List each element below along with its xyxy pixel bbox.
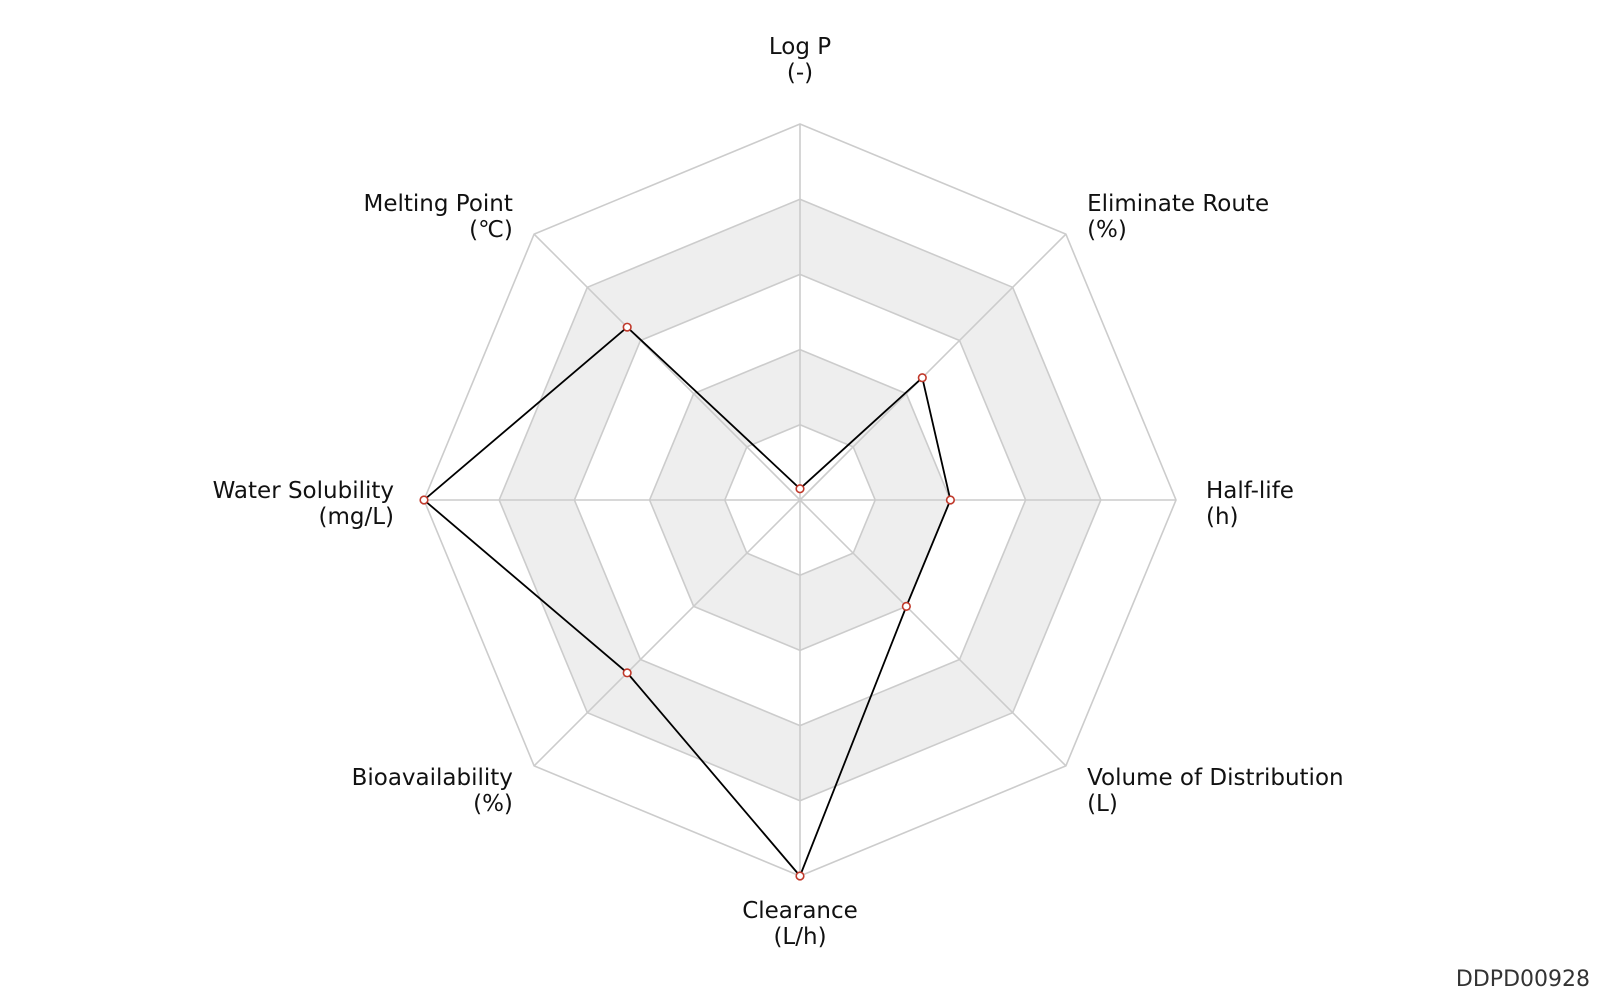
- chart-identifier: DDPD00928: [1455, 967, 1590, 992]
- axis-name: Water Solubility: [213, 478, 394, 504]
- axis-label-1: Log P(-): [769, 34, 831, 86]
- axis-spokes: [424, 124, 1176, 876]
- axis-labels: Log P(-)Eliminate Route(%)Half-life(h)Vo…: [213, 34, 1344, 950]
- data-point-7: [419, 495, 429, 505]
- axis-unit: (L/h): [773, 924, 826, 950]
- axis-unit: (%): [473, 791, 513, 817]
- data-point-8: [622, 322, 632, 332]
- data-point-2: [917, 373, 927, 383]
- axis-unit: (mg/L): [318, 504, 394, 530]
- data-point-4: [901, 601, 911, 611]
- axis-unit: (%): [1087, 217, 1127, 243]
- data-point-5: [795, 871, 805, 881]
- axis-name: Clearance: [742, 898, 858, 924]
- axis-spoke-2: [799, 233, 1067, 501]
- axis-label-6: Bioavailability(%): [352, 765, 513, 817]
- axis-name: Log P: [769, 34, 831, 60]
- data-point-1: [795, 484, 805, 494]
- axis-unit: (℃): [469, 217, 513, 243]
- axis-label-3: Half-life(h): [1206, 478, 1294, 530]
- axis-unit: (-): [787, 60, 813, 86]
- axis-spoke-8: [533, 233, 801, 501]
- axis-spoke-6: [533, 499, 801, 767]
- axis-label-7: Water Solubility(mg/L): [213, 478, 394, 530]
- axis-label-4: Volume of Distribution(L): [1087, 765, 1344, 817]
- axis-name: Eliminate Route: [1087, 191, 1269, 217]
- axis-name: Melting Point: [364, 191, 513, 217]
- data-point-3: [945, 495, 956, 505]
- axis-label-2: Eliminate Route(%): [1087, 191, 1269, 243]
- data-markers: [419, 322, 956, 881]
- axis-name: Bioavailability: [352, 765, 513, 791]
- data-point-6: [622, 668, 632, 678]
- axis-name: Volume of Distribution: [1087, 765, 1344, 791]
- axis-unit: (L): [1087, 791, 1118, 817]
- axis-label-8: Melting Point(℃): [364, 191, 513, 243]
- axis-label-5: Clearance(L/h): [742, 898, 858, 950]
- axis-spoke-4: [799, 499, 1067, 767]
- axis-name: Half-life: [1206, 478, 1294, 504]
- axis-unit: (h): [1206, 504, 1239, 530]
